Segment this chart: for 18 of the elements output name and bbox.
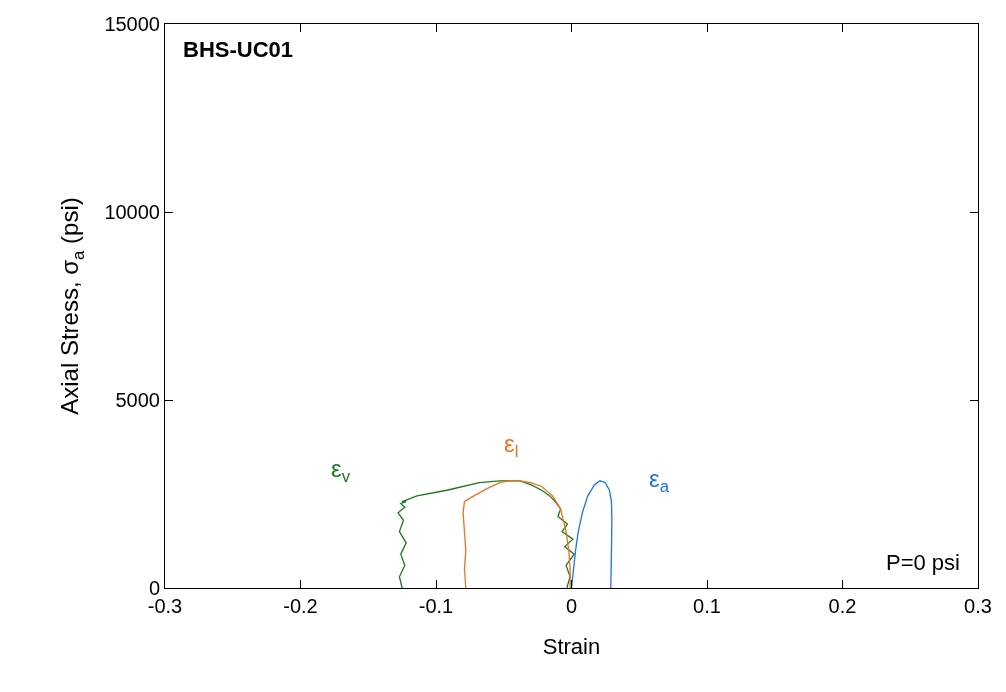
x-tick-label: -0.1 bbox=[418, 595, 454, 617]
line-series bbox=[462, 480, 571, 588]
y-tick-label: 5000 bbox=[115, 389, 160, 411]
text: ε$_{v}$ bbox=[331, 455, 351, 487]
series-label: ε$_{a}$ bbox=[649, 465, 670, 497]
x-tick-label: -0.2 bbox=[283, 595, 318, 617]
annotation: P=0 psi bbox=[886, 550, 960, 575]
line-series bbox=[570, 480, 613, 588]
y-tick-label: 15000 bbox=[104, 13, 160, 35]
annotation: BHS-UC01 bbox=[183, 37, 294, 62]
x-axis-title: Strain bbox=[542, 633, 601, 659]
series-label: ε$_{l}$ bbox=[504, 430, 519, 462]
line-series bbox=[397, 480, 575, 588]
x-tick-label: 0.1 bbox=[693, 595, 721, 617]
y-tick-label: 10000 bbox=[104, 201, 160, 223]
x-tick-label: 0.3 bbox=[964, 595, 992, 617]
x-tick-label: 0.2 bbox=[828, 595, 857, 617]
x-tick-label: 0 bbox=[565, 595, 578, 617]
